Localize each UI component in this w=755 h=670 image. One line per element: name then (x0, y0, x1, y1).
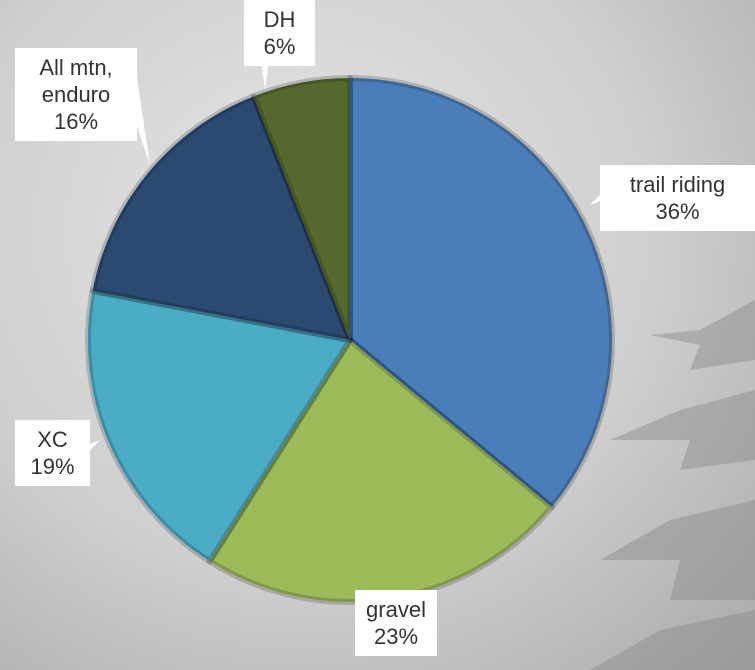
pagoda-decoration (590, 300, 755, 670)
data-label: gravel 23% (355, 590, 437, 656)
pie-slice (347, 75, 615, 511)
category-label: XC (37, 427, 68, 452)
value-label: 6% (263, 34, 296, 59)
value-label: 36% (655, 199, 700, 224)
pie-slice (89, 93, 353, 343)
category-label: All mtn, enduro (39, 55, 113, 107)
category-label: DH (263, 7, 296, 32)
value-label: 23% (373, 624, 419, 649)
data-label: All mtn, enduro 16% (15, 48, 137, 141)
pie (85, 75, 615, 605)
data-label: DH 6% (244, 0, 315, 66)
data-label: XC 19% (15, 420, 90, 486)
value-label: 19% (30, 454, 75, 479)
category-label: trail riding (629, 172, 726, 197)
value-label: 16% (53, 109, 99, 134)
data-label: trail riding 36% (600, 165, 755, 231)
pie-slice (250, 75, 353, 343)
pie-slice (85, 287, 353, 565)
category-label: gravel (366, 597, 426, 622)
